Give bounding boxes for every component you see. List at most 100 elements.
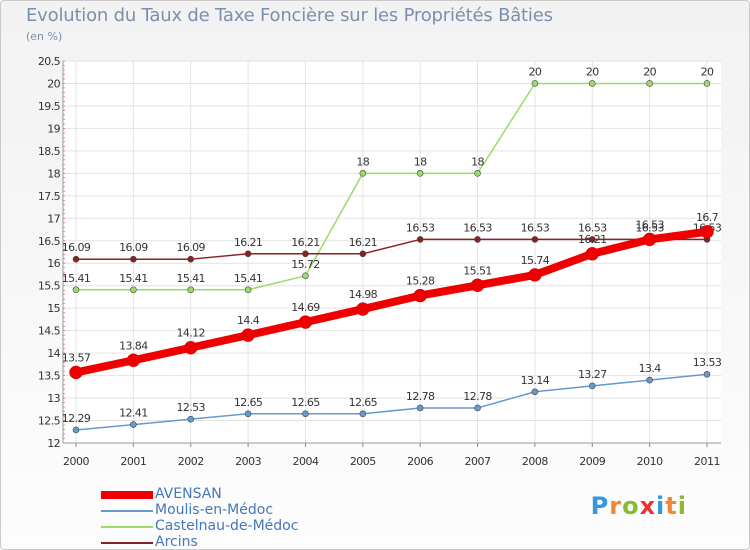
- data-point-moulis-en-m-doc: [130, 422, 136, 428]
- data-point-avensan: [127, 354, 140, 367]
- data-label-avensan: 14.69: [291, 301, 320, 314]
- data-point-arcins: [360, 251, 366, 257]
- y-tick-label: 14: [47, 347, 60, 360]
- data-point-avensan: [184, 341, 197, 354]
- data-point-moulis-en-m-doc: [704, 371, 710, 377]
- line-chart: 1212.51313.51414.51515.51616.51717.51818…: [1, 1, 749, 549]
- data-label-avensan: 16.21: [578, 233, 607, 246]
- data-label-moulis-en-m-doc: 13.27: [578, 368, 607, 381]
- data-point-avensan: [356, 303, 369, 316]
- data-point-moulis-en-m-doc: [475, 405, 481, 411]
- data-point-castelnau-de-m-doc: [704, 80, 710, 86]
- data-label-arcins: 16.21: [291, 236, 320, 249]
- logo-letter: i: [656, 492, 665, 520]
- x-tick-label: 2004: [292, 455, 318, 468]
- data-label-castelnau-de-m-doc: 15.41: [62, 272, 91, 285]
- data-label-arcins: 16.53: [406, 221, 435, 234]
- y-tick-label: 19: [47, 122, 60, 135]
- legend-label-avensan: AVENSAN: [155, 486, 222, 502]
- data-point-moulis-en-m-doc: [188, 416, 194, 422]
- x-tick-label: 2003: [235, 455, 261, 468]
- legend-swatch-avensan: [101, 491, 153, 499]
- data-point-moulis-en-m-doc: [302, 411, 308, 417]
- data-point-arcins: [302, 251, 308, 257]
- data-label-avensan: 15.28: [406, 275, 435, 288]
- y-tick-label: 13: [47, 392, 60, 405]
- data-point-moulis-en-m-doc: [360, 411, 366, 417]
- data-label-arcins: 16.21: [349, 236, 378, 249]
- data-label-castelnau-de-m-doc: 15.41: [234, 272, 263, 285]
- data-label-moulis-en-m-doc: 12.41: [119, 407, 148, 420]
- x-tick-label: 2000: [63, 455, 89, 468]
- data-point-arcins: [130, 256, 136, 262]
- chart-frame: Evolution du Taux de Taxe Foncière sur l…: [0, 0, 750, 550]
- data-point-arcins: [245, 251, 251, 257]
- x-tick-label: 2008: [522, 455, 548, 468]
- data-label-castelnau-de-m-doc: 15.72: [291, 258, 320, 271]
- data-label-arcins: 16.21: [234, 236, 263, 249]
- x-tick-label: 2011: [694, 455, 720, 468]
- data-point-moulis-en-m-doc: [417, 405, 423, 411]
- data-point-arcins: [188, 256, 194, 262]
- data-point-avensan: [70, 366, 83, 379]
- legend-label-moulis: Moulis-en-Médoc: [155, 502, 273, 518]
- x-tick-label: 2006: [407, 455, 433, 468]
- data-label-castelnau-de-m-doc: 20: [586, 65, 599, 78]
- logo-letter: t: [665, 492, 677, 520]
- legend-swatch-arcins: [101, 542, 153, 544]
- data-point-castelnau-de-m-doc: [647, 80, 653, 86]
- y-tick-label: 19.5: [38, 100, 61, 113]
- data-label-moulis-en-m-doc: 13.14: [521, 374, 550, 387]
- x-tick-label: 2007: [465, 455, 491, 468]
- data-point-moulis-en-m-doc: [589, 383, 595, 389]
- data-point-moulis-en-m-doc: [73, 427, 79, 433]
- data-label-moulis-en-m-doc: 12.78: [406, 390, 435, 403]
- y-tick-label: 12: [47, 437, 60, 450]
- x-tick-label: 2009: [579, 455, 605, 468]
- x-tick-label: 2010: [637, 455, 663, 468]
- y-tick-label: 15: [47, 302, 60, 315]
- logo-letter: i: [678, 492, 687, 520]
- data-label-avensan: 13.57: [62, 351, 91, 364]
- data-point-castelnau-de-m-doc: [73, 287, 79, 293]
- data-label-castelnau-de-m-doc: 20: [701, 65, 714, 78]
- x-tick-label: 2005: [350, 455, 376, 468]
- data-point-avensan: [299, 316, 312, 329]
- data-label-moulis-en-m-doc: 12.65: [234, 396, 263, 409]
- y-tick-label: 17: [47, 212, 60, 225]
- data-point-castelnau-de-m-doc: [532, 80, 538, 86]
- data-point-avensan: [701, 225, 714, 238]
- data-label-arcins: 16.09: [62, 241, 91, 254]
- y-tick-label: 20: [47, 77, 60, 90]
- y-tick-label: 18: [47, 167, 60, 180]
- data-point-castelnau-de-m-doc: [130, 287, 136, 293]
- data-label-castelnau-de-m-doc: 15.41: [119, 272, 148, 285]
- data-label-arcins: 16.53: [521, 221, 550, 234]
- proxiti-logo: Proxiti: [591, 492, 687, 520]
- data-point-castelnau-de-m-doc: [589, 80, 595, 86]
- data-point-arcins: [417, 236, 423, 242]
- data-label-castelnau-de-m-doc: 18: [471, 155, 484, 168]
- data-label-moulis-en-m-doc: 12.53: [176, 401, 205, 414]
- data-point-castelnau-de-m-doc: [245, 287, 251, 293]
- y-tick-label: 15.5: [38, 280, 61, 293]
- data-label-avensan: 14.98: [349, 288, 378, 301]
- y-tick-label: 16.5: [38, 235, 61, 248]
- data-label-moulis-en-m-doc: 13.53: [693, 356, 722, 369]
- data-point-avensan: [242, 329, 255, 342]
- data-point-moulis-en-m-doc: [245, 411, 251, 417]
- data-label-moulis-en-m-doc: 13.4: [639, 362, 662, 375]
- data-point-avensan: [586, 247, 599, 260]
- data-point-moulis-en-m-doc: [647, 377, 653, 383]
- y-tick-label: 14.5: [38, 325, 61, 338]
- data-point-castelnau-de-m-doc: [302, 273, 308, 279]
- data-label-castelnau-de-m-doc: 20: [529, 65, 542, 78]
- logo-letter: x: [640, 492, 656, 520]
- y-tick-label: 12.5: [38, 415, 61, 428]
- y-tick-label: 16: [47, 257, 60, 270]
- legend-label-castelnau: Castelnau-de-Médoc: [155, 518, 298, 534]
- data-label-avensan: 14.12: [176, 327, 205, 340]
- data-label-avensan: 14.4: [237, 314, 260, 327]
- data-label-arcins: 16.09: [119, 241, 148, 254]
- data-label-arcins: 16.53: [463, 221, 492, 234]
